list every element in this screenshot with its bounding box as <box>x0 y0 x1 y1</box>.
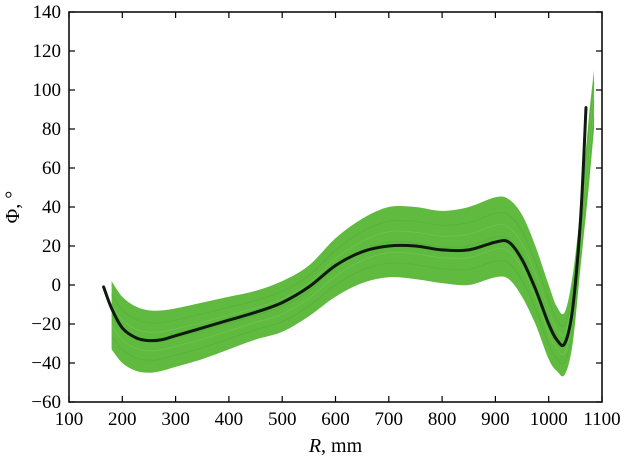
x-tick-label: 600 <box>321 409 350 430</box>
band-strand <box>111 108 595 356</box>
x-tick-label: 700 <box>375 409 404 430</box>
spread-band <box>111 70 594 377</box>
y-tick-label: 140 <box>33 2 62 23</box>
x-tick-label: 300 <box>161 409 190 430</box>
x-tick-label: 800 <box>428 409 457 430</box>
x-tick-label: 1100 <box>583 409 620 430</box>
y-tick-label: 100 <box>33 80 62 101</box>
x-axis-variable: R <box>308 435 321 457</box>
x-tick-label: 400 <box>215 409 244 430</box>
x-axis-ticks: 100 200 300 400 500 600 700 800 900 1000 1100 <box>55 12 621 430</box>
y-tick-label: 40 <box>42 197 61 218</box>
band-strand <box>111 82 595 328</box>
y-tick-label: −40 <box>31 353 61 374</box>
mean-curve <box>102 106 588 348</box>
y-tick-label: 20 <box>42 236 61 257</box>
y-tick-label: 0 <box>52 275 62 296</box>
x-tick-label: 500 <box>268 409 297 430</box>
y-tick-label: −20 <box>31 314 61 335</box>
x-tick-label: 1000 <box>530 409 568 430</box>
x-tick-label: 100 <box>55 409 84 430</box>
y-axis-ticks: −60 −40 −20 0 20 40 60 80 100 120 140 <box>31 2 602 413</box>
x-axis-label: R, mm <box>308 435 363 457</box>
y-tick-label: 60 <box>42 158 61 179</box>
band-strand <box>111 90 595 337</box>
y-tick-label: 80 <box>42 119 61 140</box>
y-axis-label: Φ, ° <box>2 191 24 224</box>
band-strand <box>111 117 595 365</box>
y-tick-label: 120 <box>33 41 62 62</box>
x-axis-unit: , mm <box>321 435 363 457</box>
x-tick-label: 900 <box>481 409 510 430</box>
x-tick-label: 200 <box>108 409 137 430</box>
y-tick-label: −60 <box>31 392 61 413</box>
